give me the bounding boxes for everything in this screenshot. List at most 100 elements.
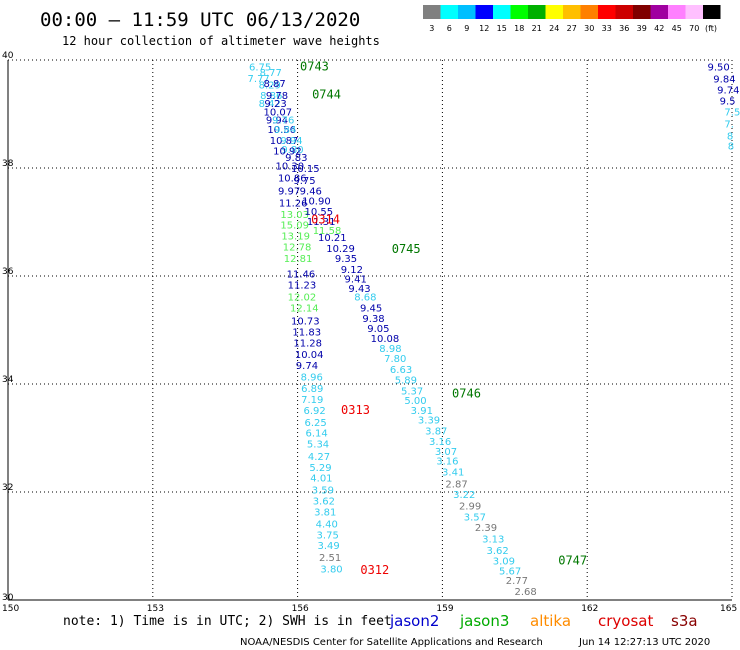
wave-height-point: 3.22 — [453, 490, 475, 501]
y-tick-label: 30 — [2, 593, 14, 603]
satellite-s3a: s3a — [671, 612, 698, 630]
wave-height-point: 9.75 — [293, 176, 315, 187]
wave-height-point: 10.30 — [276, 161, 305, 172]
wave-height-point: 3.49 — [318, 541, 340, 552]
footer-credit: NOAA/NESDIS Center for Satellite Applica… — [240, 637, 543, 648]
wave-height-point: 3.87 — [425, 426, 447, 437]
wave-height-point: 6.25 — [304, 418, 326, 429]
wave-height-point: 2.87 — [445, 479, 467, 490]
color-key-label: 3 — [429, 24, 434, 33]
wave-height-point: 5.00 — [404, 396, 426, 407]
wave-height-point: 11.58 — [313, 226, 342, 237]
x-tick-label: 153 — [147, 604, 164, 614]
wave-height-point: 13.03 — [280, 210, 309, 221]
chart-title: 00:00 – 11:59 UTC 06/13/2020 — [40, 9, 360, 31]
color-swatch — [493, 5, 511, 19]
wave-height-point: 8.86 — [260, 91, 282, 102]
wave-height-point: 12.14 — [290, 303, 319, 314]
wave-height-point: 11.83 — [292, 328, 321, 339]
wave-height-point: 7.80 — [384, 354, 406, 365]
wave-height-point: 5.29 — [309, 463, 331, 474]
wave-height-point: 3.81 — [314, 507, 336, 518]
color-swatch — [598, 5, 616, 19]
wave-height-point: 12.02 — [288, 293, 317, 304]
y-tick-label: 38 — [2, 159, 14, 169]
color-swatch — [458, 5, 476, 19]
satellite-jason3: jason3 — [459, 612, 509, 630]
color-swatch — [668, 5, 686, 19]
wave-height-point: 10.29 — [326, 244, 355, 255]
wave-height-point: 4.01 — [310, 473, 332, 484]
wave-height-point: 3.75 — [317, 531, 339, 542]
wave-height-point: 10.08 — [371, 334, 400, 345]
wave-height-point: 9.78 — [266, 91, 288, 102]
wave-height-point: 6.75 — [249, 62, 271, 73]
wave-height-point: 10.55 — [304, 207, 333, 218]
wave-height-point: 9.35 — [335, 254, 357, 265]
wave-height-point: 4.27 — [308, 452, 330, 463]
wave-height-point: 7.19 — [301, 395, 323, 406]
footer-timestamp: Jun 14 12:27:13 UTC 2020 — [578, 637, 710, 648]
wave-height-point: 9.23 — [264, 99, 286, 110]
pass-time-label: 0747 — [558, 554, 587, 568]
wave-height-point: 3.13 — [482, 534, 504, 545]
wave-height-point: 3.41 — [442, 467, 464, 478]
wave-height-point: 10.04 — [295, 350, 324, 361]
wave-height-point: 2.68 — [514, 587, 536, 598]
wave-height-point: 12.78 — [283, 242, 312, 253]
color-swatch — [563, 5, 581, 19]
wave-height-point: 11.28 — [293, 338, 322, 349]
color-key-label: 33 — [602, 24, 612, 33]
wave-height-point: 11.23 — [288, 281, 317, 292]
grid-lines — [8, 59, 733, 600]
wave-height-point: 3.07 — [435, 447, 457, 458]
y-tick-label: 34 — [2, 375, 14, 385]
wave-height-point: 9.05 — [367, 324, 389, 335]
color-swatch — [703, 5, 721, 19]
color-key-label: 39 — [637, 24, 647, 33]
pass-time-label: 0314 — [311, 212, 340, 226]
color-swatch — [440, 5, 458, 19]
x-tick-label: 162 — [581, 604, 598, 614]
wave-height-point: 9.74 — [296, 361, 318, 372]
wave-height-point: 8 — [727, 132, 733, 143]
color-key-label: 36 — [619, 24, 629, 33]
color-key-label: 18 — [514, 24, 524, 33]
wave-height-point: 6.89 — [301, 384, 323, 395]
pass-time-label: 0746 — [452, 387, 481, 401]
wave-height-point: 9.80 — [281, 145, 303, 156]
wave-height-point: 9.5 — [720, 97, 736, 108]
color-swatch — [510, 5, 528, 19]
wave-height-point: 3.57 — [464, 512, 486, 523]
wave-height-point: 3.62 — [486, 546, 508, 557]
color-key-label: 6 — [447, 24, 452, 33]
wave-height-point: 10.73 — [291, 316, 320, 327]
wave-height-point: 9.45 — [360, 303, 382, 314]
color-key-label: 24 — [549, 24, 559, 33]
wave-height-point: 10.56 — [267, 125, 296, 136]
wave-height-point: 7.5 — [724, 107, 740, 118]
wave-height-point: 7.77 — [248, 74, 270, 85]
wave-height-point: 8.77 — [260, 68, 282, 79]
wave-height-point: 9.50 — [708, 62, 730, 73]
wave-height-point: 3.91 — [411, 406, 433, 417]
wave-height-point: 12.81 — [284, 254, 313, 265]
wave-height-points: 6.758.777.778.298.878.869.788.429.2310.0… — [248, 62, 740, 597]
color-swatch — [528, 5, 546, 19]
color-swatch — [615, 5, 633, 19]
y-tick-label: 36 — [2, 267, 14, 277]
wave-height-point: 8.98 — [379, 344, 401, 355]
color-key-label: 42 — [654, 24, 664, 33]
x-tick-label: 165 — [720, 604, 737, 614]
wave-height-point: 10.21 — [318, 233, 347, 244]
wave-height-point: 9.74 — [717, 86, 739, 97]
wave-height-point: 11.31 — [307, 217, 336, 228]
color-key-label: 27 — [567, 24, 577, 33]
chart-subtitle: 12 hour collection of altimeter wave hei… — [62, 34, 380, 48]
wave-height-point: 9.94 — [266, 115, 288, 126]
wave-height-point: 7. — [724, 120, 734, 131]
color-key-label: 21 — [532, 24, 542, 33]
wave-height-point: 3.39 — [418, 416, 440, 427]
wave-height-point: 9.83 — [285, 153, 307, 164]
wave-height-point: 9.38 — [362, 314, 384, 325]
